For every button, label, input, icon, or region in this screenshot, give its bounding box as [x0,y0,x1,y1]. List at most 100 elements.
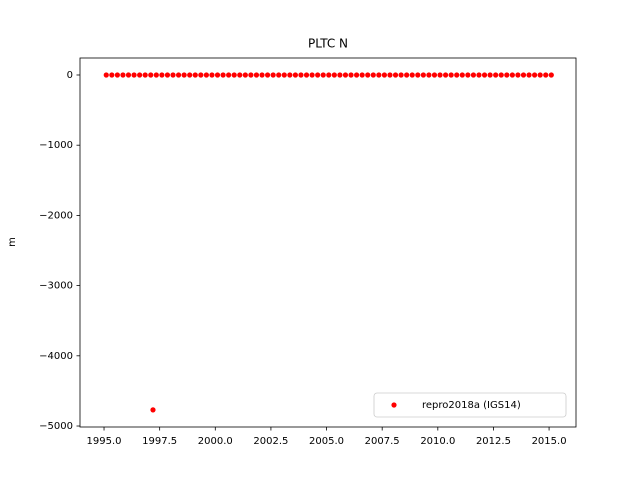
x-tick-label: 2000.0 [198,436,233,447]
x-tick-label: 2010.0 [420,436,455,447]
y-tick-label: −3000 [39,281,73,292]
point [437,72,443,78]
point [337,72,343,78]
y-axis-label: m [7,237,18,247]
point [203,72,209,78]
point [209,72,215,78]
point [392,72,399,78]
point [476,72,482,78]
point [137,72,143,78]
point [537,72,543,78]
point [192,72,198,78]
point [309,72,315,78]
point [493,72,499,78]
x-tick-label: 2015.0 [532,436,567,447]
point [237,72,243,78]
point [303,72,310,78]
x-tick-label: 2002.5 [253,436,288,447]
point [348,72,354,78]
point [409,72,415,78]
y-tick-label: 0 [67,70,73,81]
point [287,72,293,78]
point [398,72,404,78]
point [125,72,132,78]
chart-title: PLTC N [308,37,348,51]
point [415,72,421,78]
y-tick-label: −2000 [39,210,73,221]
x-tick-label: 1997.5 [142,436,177,447]
point [281,72,287,78]
point [242,72,248,78]
point [515,72,521,78]
point [465,72,471,78]
point [170,72,176,78]
point [470,72,477,78]
point [454,72,460,78]
point [342,72,349,78]
point [548,72,554,78]
point [248,72,254,78]
point [292,72,299,78]
point [114,72,120,78]
point [543,72,549,78]
point [420,72,426,78]
point [131,72,137,78]
point [150,407,156,413]
x-tick-label: 2005.0 [309,436,344,447]
point [148,72,154,78]
point [120,72,126,78]
point [359,72,365,78]
point [103,72,109,78]
point [520,72,527,78]
point [175,72,182,78]
point [504,72,510,78]
point [109,72,115,78]
point [298,72,304,78]
point [270,72,276,78]
point [320,72,326,78]
point [326,72,332,78]
point [426,72,432,78]
point [459,72,465,78]
legend-box [373,392,567,418]
point [315,72,321,78]
x-tick-label: 1995.0 [87,436,122,447]
point [370,72,376,78]
point [276,72,282,78]
point [142,72,148,78]
point [331,72,337,78]
x-tick-label: 2007.5 [365,436,400,447]
point [259,72,265,78]
point [431,72,438,78]
point [443,72,449,78]
point [153,72,159,78]
point [487,72,493,78]
point [198,72,204,78]
point [532,72,538,78]
point [387,72,393,78]
point [253,72,260,78]
point [264,72,271,78]
point [226,72,232,78]
point [181,72,187,78]
point [187,72,193,78]
point [376,72,382,78]
point [214,72,221,78]
point [381,72,388,78]
point [481,72,488,78]
y-tick-label: −4000 [39,351,73,362]
point [220,72,226,78]
legend-marker [391,402,397,408]
legend-label: repro2018a (IGS14) [422,400,521,411]
point [509,72,515,78]
point [164,72,171,78]
point [353,72,360,78]
point [365,72,371,78]
point [526,72,532,78]
point [498,72,504,78]
point [159,72,165,78]
x-tick-label: 2012.5 [476,436,511,447]
point [404,72,410,78]
plot-frame [79,57,577,428]
